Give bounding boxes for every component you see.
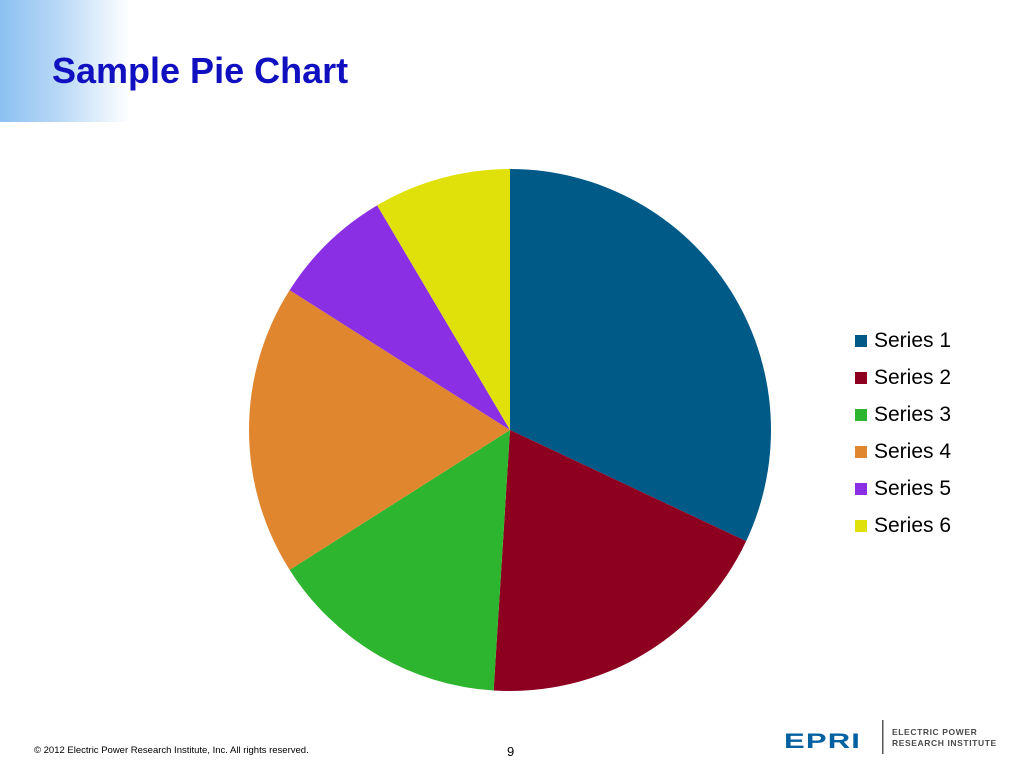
legend-item-3: Series 3 xyxy=(855,396,951,433)
pie-chart xyxy=(249,169,771,691)
logo-line-2: RESEARCH INSTITUTE xyxy=(892,738,997,748)
legend-item-1: Series 1 xyxy=(855,322,951,359)
legend-label: Series 6 xyxy=(874,513,952,537)
logo-divider xyxy=(882,720,884,754)
pie-slice-4 xyxy=(249,290,510,570)
footer-copyright: © 2012 Electric Power Research Institute… xyxy=(34,745,309,756)
pie-slice-2 xyxy=(493,430,747,691)
pie-slice-5 xyxy=(289,205,510,430)
legend-swatch xyxy=(855,482,867,495)
slide-title: Sample Pie Chart xyxy=(52,50,349,91)
pie-slice-6 xyxy=(377,169,510,430)
legend-swatch xyxy=(855,445,867,458)
epri-wordmark-icon: EPRI xyxy=(784,720,884,754)
legend-label: Series 1 xyxy=(874,328,952,352)
header-gradient xyxy=(0,0,130,122)
legend-swatch xyxy=(855,408,867,421)
legend-label: Series 5 xyxy=(874,476,952,500)
page-number: 9 xyxy=(507,744,515,759)
logo-line-1: ELECTRIC POWER xyxy=(892,727,978,737)
legend-label: Series 4 xyxy=(874,439,952,463)
legend-swatch xyxy=(855,371,867,384)
legend-item-2: Series 2 xyxy=(855,359,951,396)
pie-slice-3 xyxy=(289,430,510,691)
legend-label: Series 3 xyxy=(874,402,952,426)
legend-swatch xyxy=(855,334,867,347)
legend-item-4: Series 4 xyxy=(855,433,951,470)
logo-wordmark: EPRI xyxy=(784,729,861,753)
legend-item-6: Series 6 xyxy=(855,507,951,544)
legend-item-5: Series 5 xyxy=(855,470,951,507)
legend-label: Series 2 xyxy=(874,365,952,389)
legend-swatch xyxy=(855,519,867,532)
chart-legend: Series 1 Series 2 Series 3 Series 4 Series 5… xyxy=(855,322,951,544)
pie-slice-1 xyxy=(510,169,771,542)
epri-logo: EPRI ELECTRIC POWER RESEARCH INSTITUTE xyxy=(784,716,999,758)
logo-text: ELECTRIC POWER RESEARCH INSTITUTE xyxy=(892,727,997,749)
